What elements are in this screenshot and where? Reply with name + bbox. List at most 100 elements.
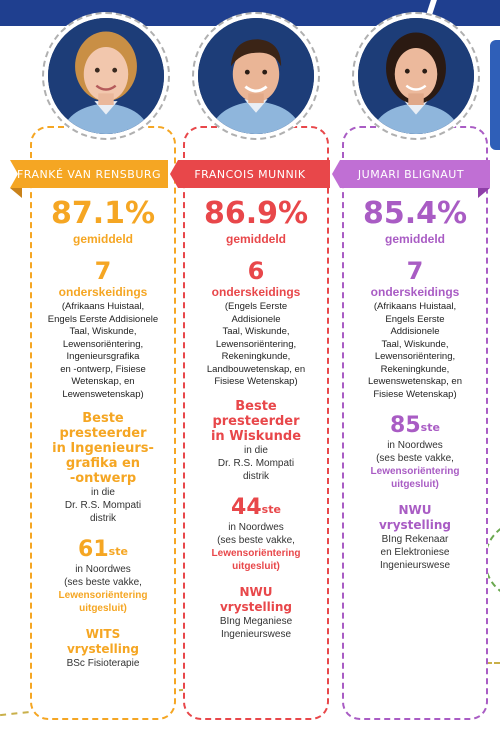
student-details-1: 87.1% gemiddeld 7 onderskeidings (Afrika… — [30, 196, 176, 670]
subjects-line: Fisiese Wetenskap) — [214, 376, 298, 387]
student-name: FRANCOIS MUNNIK — [194, 167, 306, 181]
district-line: in die — [244, 444, 268, 456]
district-line: Dr. R.S. Mompati — [64, 500, 142, 511]
degree-name: BSc Fisioterapie — [30, 657, 176, 670]
next-ribbon-edge — [490, 40, 500, 150]
subjects-line: Lewensoriëntering, — [62, 338, 144, 350]
subjects-line: Lewensoriëntering, — [374, 351, 456, 362]
rank-line: Lewensoriëntering — [370, 466, 460, 477]
best-line: in Wiskunde — [210, 428, 302, 444]
subjects-line: (Afrikaans Huistaal, — [373, 301, 457, 312]
best-line: -ontwerp — [69, 471, 137, 486]
subjects-line: Addisionele — [390, 326, 440, 337]
student-name-banner-2: FRANCOIS MUNNIK — [170, 160, 330, 188]
ribbon-fold — [478, 188, 490, 198]
best-line: presteerder — [59, 426, 147, 441]
subjects-line: en -ontwerp, Fisiese — [60, 363, 146, 375]
student-details-3: 85.4% gemiddeld 7 onderskeidings (Afrika… — [342, 196, 488, 572]
degree-line: BIng Rekenaar — [381, 534, 449, 545]
best-line: in Ingenieurs- — [52, 441, 154, 456]
subjects-list: (Afrikaans Huistaal, Engels Eerste Addis… — [346, 301, 484, 401]
student-name: JUMARI BLIGNAUT — [357, 167, 465, 181]
degree-name: BIng Meganiese Ingenieurswese — [183, 615, 329, 641]
degree-line: BIng Meganiese — [219, 615, 293, 627]
rank-number: 85 — [390, 413, 421, 438]
rank-line: (ses beste vakke, — [64, 577, 142, 588]
subjects-line: Wetenskap, en — [71, 376, 135, 387]
subjects-line: Rekeningkunde, — [221, 351, 291, 362]
subjects-line: Engels Eerste — [385, 313, 445, 325]
district-line: distrik — [89, 513, 117, 524]
subjects-line: (Afrikaans Huistaal, — [61, 301, 145, 312]
subjects-list: (Afrikaans Huistaal, Engels Eerste Addis… — [34, 301, 172, 401]
average-value: 86.9% — [203, 196, 309, 231]
rank-line: in Noordwes — [75, 564, 131, 575]
best-performer-district: in die Dr. R.S. Mompati distrik — [183, 444, 329, 483]
exemption-title: NWU vrystelling — [342, 503, 488, 533]
best-performer-district: in die Dr. R.S. Mompati distrik — [30, 486, 176, 525]
subjects-line: Lewenswetenskap, en — [367, 376, 462, 387]
ribbon-fold — [10, 188, 22, 198]
exemption-line: WITS — [85, 627, 121, 641]
rank-suffix: ste — [108, 545, 128, 558]
student-name: FRANKÉ VAN RENSBURG — [16, 167, 162, 181]
distinctions-label: onderskeidings — [211, 285, 301, 299]
rank-line: (ses beste vakke, — [376, 453, 454, 464]
portrait-photo — [358, 18, 474, 134]
distinctions-count: 7 — [406, 257, 424, 285]
rank-details: in Noordwes (ses beste vakke, Lewensorië… — [183, 521, 329, 573]
girl-portrait-icon — [48, 18, 164, 134]
rank-details: in Noordwes (ses beste vakke, Lewensorië… — [342, 439, 488, 491]
rank-line: in Noordwes — [228, 521, 284, 533]
student-card-1 — [30, 126, 176, 720]
average-value: 87.1% — [50, 196, 156, 231]
rank-line: uitgesluit) — [391, 479, 439, 490]
student-name-banner-1: FRANKÉ VAN RENSBURG — [10, 160, 168, 188]
exemption-line: NWU — [239, 584, 273, 599]
degree-line: Ingenieurswese — [220, 628, 292, 640]
rank-number: 61 — [78, 537, 109, 562]
district-line: in die — [91, 487, 115, 498]
rank-line: in Noordwes — [387, 440, 443, 451]
subjects-line: Addisionele — [231, 313, 281, 325]
student-name-banner-3: JUMARI BLIGNAUT — [332, 160, 490, 188]
best-line: grafika en — [65, 456, 141, 471]
subjects-line: Ingenieursgrafika — [66, 351, 140, 362]
exemption-title: WITS vrystelling — [30, 627, 176, 657]
best-performer-title: Beste presteerder in Wiskunde — [183, 399, 329, 444]
subjects-line: Rekeningkunde, — [380, 363, 450, 375]
rank-line: uitgesluit) — [232, 560, 280, 572]
subjects-line: Landbouwetenskap, en — [206, 363, 306, 375]
subjects-line: Taal, Wiskunde, — [222, 326, 290, 337]
distinctions-label: onderskeidings — [58, 285, 148, 299]
best-line: Beste — [235, 398, 277, 414]
subjects-list: (Engels Eerste Addisionele Taal, Wiskund… — [187, 301, 325, 389]
rank-line: uitgesluit) — [79, 603, 127, 614]
best-performer-title: Beste presteerder in Ingenieurs- grafika… — [30, 411, 176, 486]
exemption-title: NWU vrystelling — [183, 585, 329, 615]
average-value: 85.4% — [362, 196, 468, 231]
province-rank: 44ste — [183, 495, 329, 521]
portrait-photo — [198, 18, 314, 134]
exemption-line: vrystelling — [219, 599, 293, 614]
degree-line: en Elektroniese — [380, 547, 450, 558]
subjects-line: Taal, Wiskunde, — [381, 338, 449, 350]
average-label: gemiddeld — [72, 232, 133, 246]
subjects-line: Fisiese Wetenskap) — [373, 388, 457, 400]
student-details-2: 86.9% gemiddeld 6 onderskeidings (Engels… — [183, 196, 329, 641]
distinctions-label: onderskeidings — [370, 285, 460, 299]
rank-line: (ses beste vakke, — [217, 534, 295, 546]
rank-suffix: ste — [261, 502, 281, 516]
best-line: Beste — [82, 411, 124, 426]
exemption-line: NWU — [398, 503, 432, 517]
subjects-line: Lewensoriëntering, — [215, 338, 297, 350]
distinctions-count: 7 — [94, 257, 112, 285]
student-portrait-2 — [192, 12, 320, 140]
province-rank: 61ste — [30, 537, 176, 563]
average-label: gemiddeld — [384, 232, 445, 246]
district-line: distrik — [242, 470, 270, 482]
subjects-line: Taal, Wiskunde, — [69, 326, 137, 337]
subjects-line: (Engels Eerste — [224, 301, 288, 312]
subjects-line: Engels Eerste Addisionele — [47, 313, 159, 325]
exemption-line: vrystelling — [378, 518, 452, 532]
